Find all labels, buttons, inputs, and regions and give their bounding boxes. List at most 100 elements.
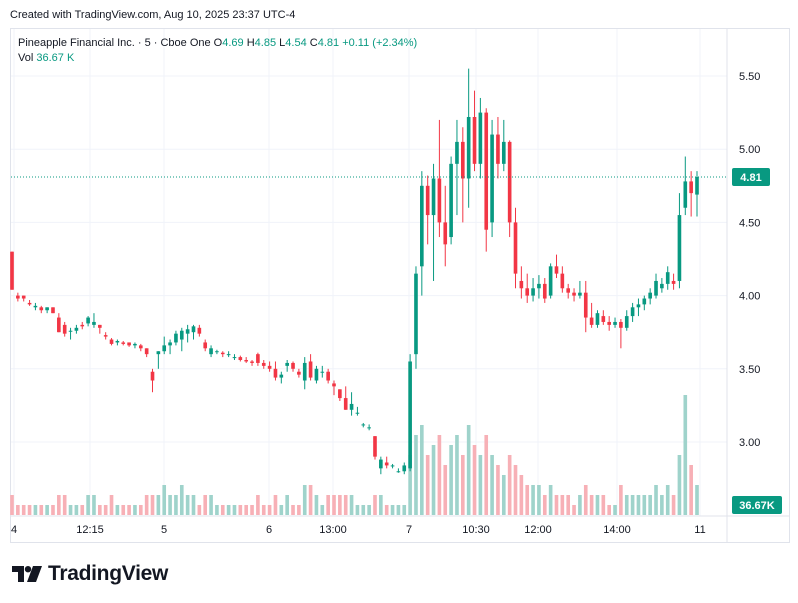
volume-value: 36.67 K: [36, 52, 75, 64]
candle-body: [92, 321, 96, 325]
candle-body: [466, 116, 471, 179]
candle-body: [133, 343, 137, 346]
candle-body: [384, 462, 389, 466]
candle-body: [607, 321, 611, 325]
volume-bar: [361, 505, 366, 515]
volume-bar: [261, 505, 266, 515]
volume-bar: [501, 475, 506, 515]
volume-bars: [10, 395, 699, 515]
volume-bar: [343, 495, 348, 515]
volume-bar: [484, 435, 489, 515]
last-price-badge: [732, 168, 770, 187]
candle-body: [302, 362, 307, 381]
volume-bar: [185, 495, 190, 515]
candle-body: [115, 340, 120, 343]
volume-bar: [671, 495, 676, 515]
volume-bar: [689, 465, 693, 515]
candle-body: [683, 181, 688, 208]
volume-bar: [560, 495, 565, 515]
candle-body: [285, 362, 289, 366]
volume-bar: [92, 495, 96, 515]
volume-bar: [402, 505, 407, 515]
candle-body: [490, 134, 494, 223]
volume-bar: [589, 495, 594, 515]
candle-body: [27, 302, 32, 305]
volume-bar: [256, 495, 260, 515]
change-value: +0.11 (+2.34%): [342, 37, 418, 49]
last-volume-badge: [732, 496, 782, 514]
candle-body: [677, 215, 682, 281]
volume-bar: [367, 505, 371, 515]
candle-body: [156, 351, 161, 355]
volume-bar: [478, 455, 483, 515]
volume-bar: [507, 455, 512, 515]
volume-bar: [226, 505, 231, 515]
volume-bar: [10, 495, 14, 515]
high-label: H: [246, 37, 255, 49]
volume-bar: [291, 505, 295, 515]
low-value: 4.54: [285, 37, 307, 49]
candle-body: [636, 304, 641, 308]
candle-body: [583, 292, 588, 318]
volume-line: Vol 36.67 K: [18, 51, 417, 66]
candle-body: [654, 280, 658, 296]
candle-body: [320, 371, 325, 373]
candle-body: [449, 163, 453, 238]
tradingview-logo[interactable]: TradingView: [12, 562, 168, 586]
x-tick-label: 7: [406, 524, 412, 536]
candle-body: [408, 361, 412, 469]
candle-body: [642, 298, 647, 305]
y-tick-label: 4.00: [739, 291, 760, 303]
volume-bar: [472, 445, 477, 515]
volume-bar: [531, 485, 535, 515]
volume-bar: [57, 495, 61, 515]
volume-bar: [525, 485, 530, 515]
symbol-label: Pineapple Financial Inc. · 5 · Cboe One: [18, 37, 211, 49]
volume-bar: [179, 485, 184, 515]
volume-bar: [156, 495, 161, 515]
volume-bar: [144, 495, 149, 515]
candle-body: [338, 389, 342, 399]
candle-body: [525, 288, 530, 296]
volume-bar: [636, 495, 641, 515]
volume-bar: [33, 505, 38, 515]
volume-bar: [338, 495, 342, 515]
volume-bar: [150, 495, 155, 515]
close-label: C: [309, 37, 318, 49]
volume-bar: [613, 505, 617, 515]
volume-bar: [460, 455, 465, 515]
volume-bar: [548, 485, 553, 515]
volume-bar: [554, 495, 559, 515]
volume-bar: [127, 505, 131, 515]
candle-body: [595, 313, 600, 325]
volume-bar: [45, 505, 49, 515]
volume-bar: [595, 495, 600, 515]
candle-body: [390, 465, 395, 467]
volume-bar: [619, 485, 623, 515]
volume-bar: [103, 505, 108, 515]
volume-bar: [74, 505, 79, 515]
y-tick-label: 5.50: [739, 71, 760, 83]
candle-body: [455, 141, 459, 164]
candle-body: [297, 371, 301, 375]
candle-body: [273, 368, 278, 378]
candle-body: [437, 178, 442, 223]
candle-body: [695, 177, 699, 195]
open-value: 4.69: [222, 37, 244, 49]
volume-bar: [572, 505, 576, 515]
x-tick-label: 5: [161, 524, 167, 536]
candle-body: [671, 280, 676, 284]
volume-bar: [273, 495, 278, 515]
volume-bar: [384, 505, 389, 515]
candle-body: [373, 436, 377, 457]
x-tick-label: 12:15: [76, 524, 104, 536]
candle-body: [109, 339, 114, 344]
volume-bar: [425, 455, 430, 515]
volume-bar: [297, 505, 301, 515]
volume-bar: [414, 435, 418, 515]
volume-bar: [86, 495, 90, 515]
volume-bar: [133, 505, 137, 515]
volume-bar: [98, 505, 102, 515]
chart-legend: Pineapple Financial Inc. · 5 · Cboe One …: [18, 36, 417, 66]
